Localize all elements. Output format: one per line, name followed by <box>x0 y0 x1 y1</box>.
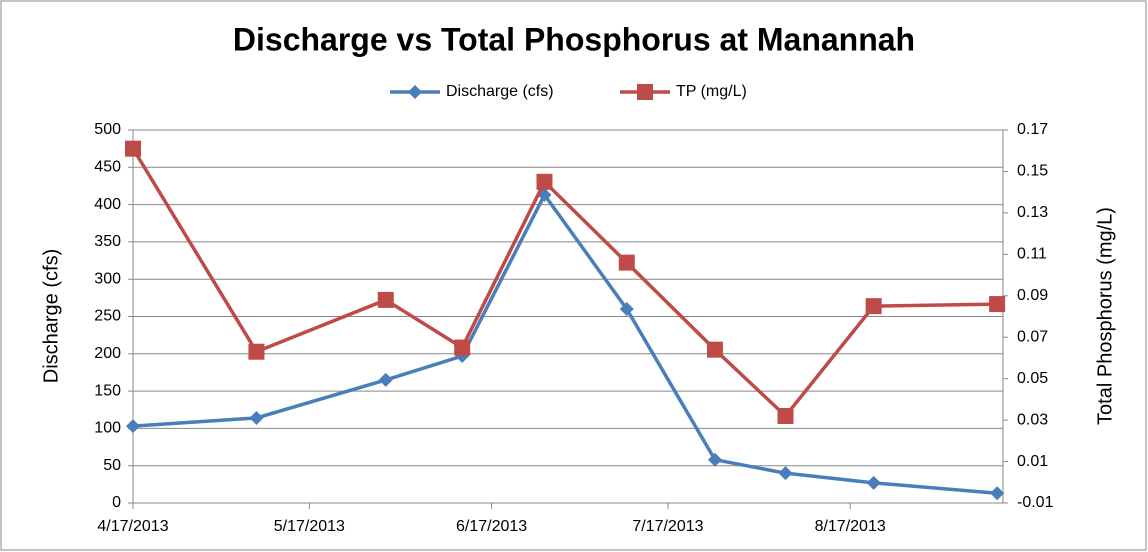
y2-tick-label: 0.13 <box>1017 204 1048 221</box>
y2-tick-label: 0.01 <box>1017 453 1048 470</box>
diamond-marker <box>778 466 793 481</box>
square-marker <box>248 343 265 360</box>
y2-tick-label: 0.09 <box>1017 287 1048 304</box>
square-marker <box>865 298 882 315</box>
diamond-marker <box>126 419 140 434</box>
y-tick-label: 200 <box>94 345 121 362</box>
y2-tick-label: -0.01 <box>1017 494 1054 511</box>
y2-tick-label: 0.17 <box>1017 121 1048 138</box>
y-tick-label: 0 <box>112 494 121 511</box>
y-tick-label: 250 <box>94 308 121 325</box>
x-tick-label: 4/17/2013 <box>97 518 168 535</box>
diamond-marker <box>378 372 393 387</box>
square-marker <box>989 296 1006 313</box>
diamond-marker <box>249 410 264 425</box>
y2-axis-label: Total Phosphorus (mg/L) <box>1094 207 1116 425</box>
series-line <box>131 147 998 419</box>
y2-tick-label: 0.11 <box>1017 246 1047 263</box>
diamond-marker <box>866 475 881 490</box>
square-marker <box>706 341 723 358</box>
chart-title: Discharge vs Total Phosphorus at Mananna… <box>233 21 915 57</box>
y-tick-label: 500 <box>94 121 121 138</box>
square-marker <box>536 173 553 190</box>
y2-tick-label: 0.03 <box>1017 411 1048 428</box>
square-marker <box>618 254 635 271</box>
y2-tick-label: 0.05 <box>1017 370 1048 387</box>
diamond-marker <box>707 452 722 467</box>
legend-label: Discharge (cfs) <box>446 83 554 100</box>
x-tick-label: 5/17/2013 <box>274 518 345 535</box>
x-tick-label: 8/17/2013 <box>815 518 886 535</box>
diamond-marker <box>408 85 422 99</box>
square-marker <box>454 339 471 356</box>
x-tick-label: 7/17/2013 <box>632 518 703 535</box>
series-line <box>132 191 998 496</box>
legend-label: TP (mg/L) <box>676 83 747 100</box>
y-tick-label: 50 <box>103 457 121 474</box>
y-tick-label: 100 <box>94 420 121 437</box>
y-tick-label: 150 <box>94 382 121 399</box>
y2-tick-label: 0.15 <box>1017 163 1048 180</box>
square-marker <box>777 407 794 424</box>
diamond-marker <box>619 302 634 317</box>
diamond-marker <box>990 486 1005 501</box>
y-tick-label: 350 <box>94 233 121 250</box>
square-marker <box>125 140 141 157</box>
y2-tick-label: 0.07 <box>1017 328 1048 345</box>
y-axis-label: Discharge (cfs) <box>40 249 62 383</box>
square-marker <box>637 84 653 100</box>
square-marker <box>377 291 394 308</box>
y-tick-label: 400 <box>94 196 121 213</box>
y-tick-label: 450 <box>94 159 121 176</box>
x-tick-label: 6/17/2013 <box>456 518 527 535</box>
y-tick-label: 300 <box>94 270 121 287</box>
